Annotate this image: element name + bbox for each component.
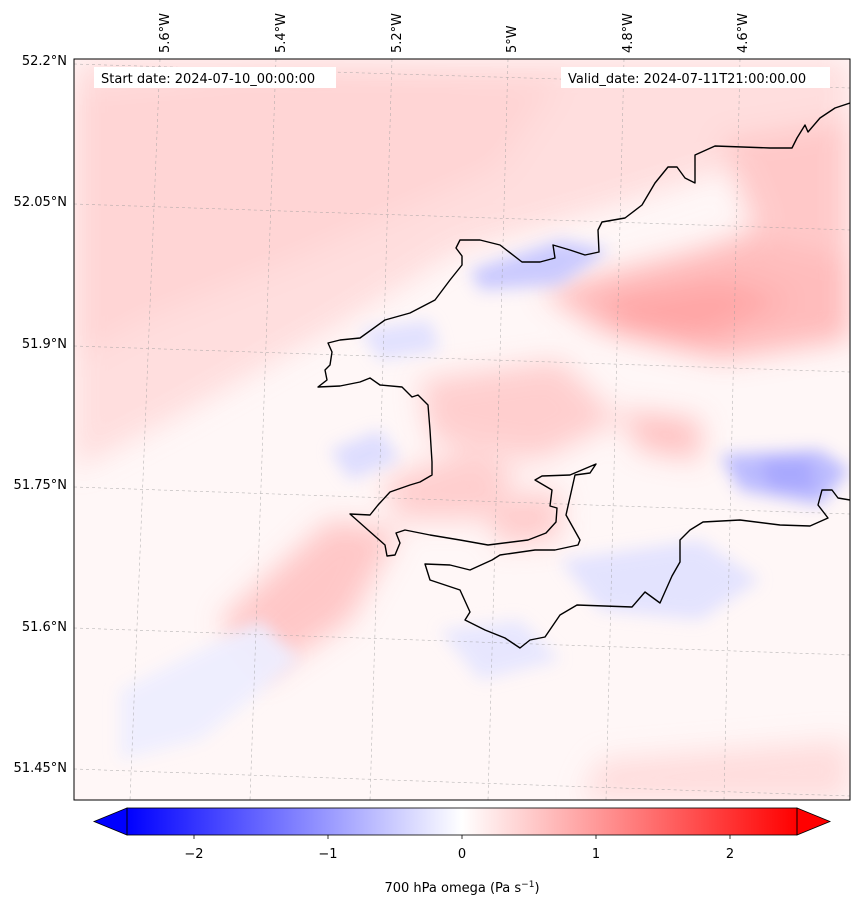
omega-field — [74, 59, 850, 800]
colorbar-title: 700 hPa omega (Pa s−1) — [384, 880, 539, 896]
coastline — [317, 102, 850, 649]
lon-label-5-6w: 5.6°W — [158, 13, 173, 53]
valid-date-header: Valid_date: 2024-07-11T21:00:00.00 — [561, 67, 830, 88]
colorbar-tick-label: 2 — [726, 847, 734, 862]
lat-label-51-9n: 51.9°N — [22, 337, 67, 352]
colorbar-title-exponent: −1 — [521, 880, 534, 890]
lon-label-5w: 5°W — [505, 25, 520, 53]
colorbar-extend-low — [92, 807, 128, 836]
gridlines — [74, 59, 850, 800]
lat-label-52-05n: 52.05°N — [14, 195, 67, 210]
lat-label-52-2n: 52.2°N — [22, 54, 67, 69]
colorbar-title-close: ) — [534, 881, 539, 896]
colorbar-tick-label: −2 — [184, 847, 203, 862]
colorbar-extend-high — [796, 807, 832, 836]
map-frame — [73, 58, 851, 801]
colorbar-body — [127, 808, 797, 835]
latitude-labels: 52.2°N 52.05°N 51.9°N 51.75°N 51.6°N 51.… — [14, 54, 67, 776]
colorbar: −2 −1 0 1 2 700 hPa omega (Pa s−1) — [92, 807, 832, 896]
lon-label-4-8w: 4.8°W — [621, 13, 636, 53]
lat-label-51-6n: 51.6°N — [22, 620, 67, 635]
colorbar-tick-label: 0 — [458, 847, 466, 862]
lon-label-5-2w: 5.2°W — [390, 13, 405, 53]
colorbar-tick-label: −1 — [318, 847, 337, 862]
valid-date-label: Valid_date: 2024-07-11T21:00:00.00 — [568, 72, 806, 87]
lon-label-4-6w: 4.6°W — [736, 13, 751, 53]
lon-label-5-4w: 5.4°W — [274, 13, 289, 53]
start-date-label: Start date: 2024-07-10_00:00:00 — [101, 72, 315, 87]
lat-label-51-75n: 51.75°N — [14, 478, 67, 493]
colorbar-tick-label: 1 — [592, 847, 600, 862]
longitude-labels: 5.6°W 5.4°W 5.2°W 5°W 4.8°W 4.6°W — [158, 13, 751, 53]
start-date-header: Start date: 2024-07-10_00:00:00 — [94, 67, 336, 88]
colorbar-title-main: 700 hPa omega (Pa s — [384, 881, 521, 896]
lat-label-51-45n: 51.45°N — [14, 761, 67, 776]
colorbar-ticks — [193, 835, 731, 839]
